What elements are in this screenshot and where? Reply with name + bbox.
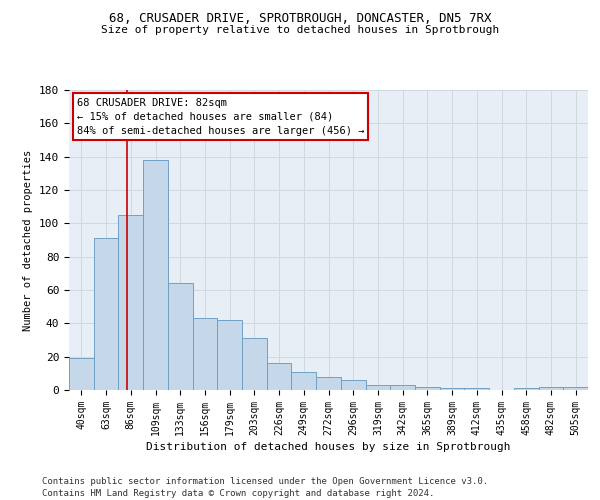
- Bar: [292, 372, 316, 390]
- Bar: [316, 376, 341, 390]
- Text: 68 CRUSADER DRIVE: 82sqm
← 15% of detached houses are smaller (84)
84% of semi-d: 68 CRUSADER DRIVE: 82sqm ← 15% of detach…: [77, 98, 364, 136]
- Bar: [415, 386, 440, 390]
- Y-axis label: Number of detached properties: Number of detached properties: [23, 150, 34, 330]
- X-axis label: Distribution of detached houses by size in Sprotbrough: Distribution of detached houses by size …: [146, 442, 511, 452]
- Bar: [267, 364, 292, 390]
- Bar: [217, 320, 242, 390]
- Bar: [563, 386, 588, 390]
- Text: 68, CRUSADER DRIVE, SPROTBROUGH, DONCASTER, DN5 7RX: 68, CRUSADER DRIVE, SPROTBROUGH, DONCAST…: [109, 12, 491, 26]
- Text: Size of property relative to detached houses in Sprotbrough: Size of property relative to detached ho…: [101, 25, 499, 35]
- Bar: [69, 358, 94, 390]
- Text: Contains public sector information licensed under the Open Government Licence v3: Contains public sector information licen…: [42, 477, 488, 486]
- Bar: [143, 160, 168, 390]
- Bar: [94, 238, 118, 390]
- Bar: [341, 380, 365, 390]
- Bar: [514, 388, 539, 390]
- Bar: [193, 318, 217, 390]
- Bar: [440, 388, 464, 390]
- Bar: [365, 385, 390, 390]
- Bar: [242, 338, 267, 390]
- Bar: [390, 385, 415, 390]
- Bar: [168, 284, 193, 390]
- Bar: [539, 386, 563, 390]
- Bar: [464, 388, 489, 390]
- Bar: [118, 215, 143, 390]
- Text: Contains HM Land Registry data © Crown copyright and database right 2024.: Contains HM Land Registry data © Crown c…: [42, 488, 434, 498]
